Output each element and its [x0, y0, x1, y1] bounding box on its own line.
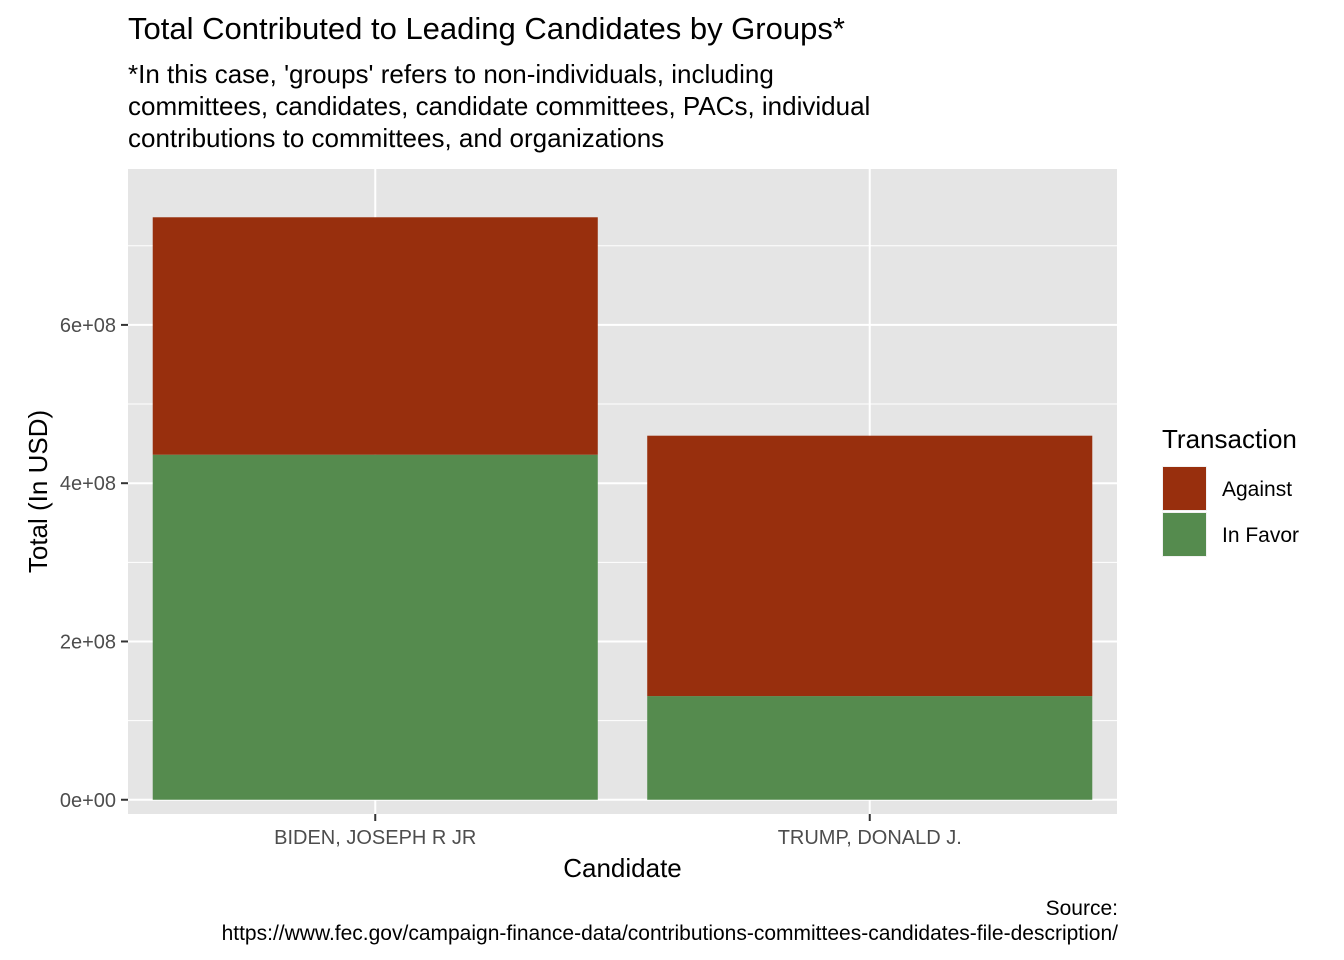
subtitle-line: *In this case, 'groups' refers to non-in…	[128, 59, 774, 89]
y-tick-label: 2e+08	[60, 631, 116, 653]
x-axis-title: Candidate	[563, 853, 682, 883]
subtitle-line: committees, candidates, candidate commit…	[128, 91, 871, 121]
x-tick-label: BIDEN, JOSEPH R JR	[274, 827, 476, 849]
chart-caption: Source: https://www.fec.gov/campaign-fin…	[222, 896, 1118, 946]
bar-in-favor	[647, 696, 1093, 800]
legend-swatch-against	[1163, 467, 1206, 510]
legend-swatch-in-favor	[1163, 513, 1206, 556]
legend-title: Transaction	[1162, 424, 1297, 454]
chart-title: Total Contributed to Leading Candidates …	[128, 11, 845, 46]
caption-line: Source:	[1045, 897, 1118, 920]
legend-label: Against	[1222, 478, 1292, 501]
bar-in-favor	[152, 454, 598, 800]
y-tick-label: 4e+08	[60, 473, 116, 495]
x-tick-label: TRUMP, DONALD J.	[778, 827, 962, 849]
y-tick-label: 6e+08	[60, 315, 116, 337]
bar-against	[152, 217, 598, 455]
y-tick-label: 0e+00	[60, 790, 116, 812]
y-axis-title: Total (In USD)	[23, 410, 53, 573]
chart-subtitle: *In this case, 'groups' refers to non-in…	[128, 58, 1028, 154]
legend-label: In Favor	[1222, 524, 1299, 547]
caption-line: https://www.fec.gov/campaign-finance-dat…	[221, 922, 1118, 945]
subtitle-line: contributions to committees, and organiz…	[128, 123, 665, 153]
bar-against	[647, 435, 1093, 697]
